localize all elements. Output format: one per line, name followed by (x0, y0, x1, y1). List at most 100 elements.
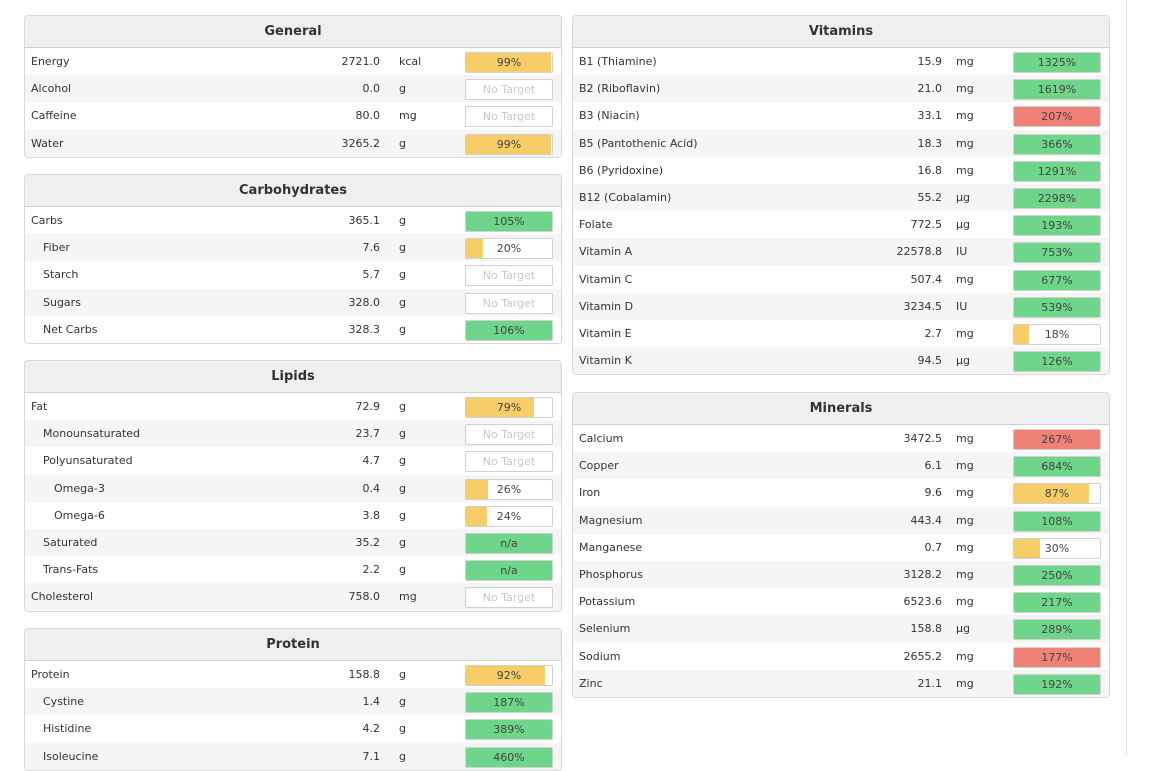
progress-fill (1014, 457, 1100, 477)
target-progress-bar: 2298% (1013, 187, 1101, 209)
nutrient-amount: 21.1 (917, 676, 943, 690)
nutrient-row-sugars[interactable]: Sugars 328.0 g No Target (25, 288, 561, 316)
progress-label: 753% (1041, 246, 1073, 260)
nutrient-row-isoleucine[interactable]: Isoleucine 7.1 g 460% (25, 742, 561, 770)
progress-label: n/a (500, 536, 518, 550)
nutrient-row-polyunsaturated[interactable]: Polyunsaturated 4.7 g No Target (25, 447, 561, 474)
nutrient-row-net-carbs[interactable]: Net Carbs 328.3 g 106% (25, 316, 561, 343)
nutrient-row-cholesterol[interactable]: Cholesterol 758.0 mg No Target (25, 583, 561, 611)
nutrient-row-b12-cobalamin[interactable]: B12 (Cobalamin) 55.2 µg 2298% (573, 183, 1109, 212)
nutrient-row-magnesium[interactable]: Magnesium 443.4 mg 108% (573, 506, 1109, 534)
nutrient-row-phosphorus[interactable]: Phosphorus 3128.2 mg 250% (573, 560, 1109, 589)
progress-label: 79% (496, 401, 522, 414)
progress-fill (466, 561, 552, 581)
nutrient-row-b2-riboflavin[interactable]: B2 (Riboflavin) 21.0 mg 1619% (573, 75, 1109, 103)
nutrient-amount: 55.2 (917, 190, 943, 204)
nutrient-unit: mg (956, 326, 974, 340)
nutrient-unit: g (399, 214, 406, 227)
target-progress-bar: 289% (1013, 619, 1101, 641)
target-progress-bar: 99% (465, 133, 553, 155)
progress-label: 108% (1041, 514, 1073, 528)
nutrient-amount: 7.6 (362, 241, 381, 255)
nutrient-row-caffeine[interactable]: Caffeine 80.0 mg No Target (25, 102, 561, 129)
nutrient-name: Monounsaturated (43, 427, 140, 441)
nutrient-row-potassium[interactable]: Potassium 6523.6 mg 217% (573, 588, 1109, 615)
nutrient-row-saturated[interactable]: Saturated 35.2 g n/a (25, 528, 561, 557)
progress-label: 99% (496, 56, 522, 69)
nutrient-amount: 3234.5 (903, 299, 943, 313)
nutrient-row-iron[interactable]: Iron 9.6 mg 87% (573, 479, 1109, 506)
nutrient-amount: 94.5 (917, 354, 943, 368)
nutrient-row-calcium[interactable]: Calcium 3472.5 mg 267% (573, 425, 1109, 452)
progress-label: 684% (1041, 460, 1073, 474)
nutrient-amount: 365.1 (348, 214, 381, 227)
nutrient-row-manganese[interactable]: Manganese 0.7 mg 30% (573, 534, 1109, 561)
nutrient-unit: mg (956, 109, 974, 123)
progress-fill (1014, 647, 1100, 667)
progress-label: 92% (496, 669, 522, 682)
target-progress-bar: 126% (1013, 351, 1101, 373)
target-progress-bar: No Target (465, 265, 553, 287)
target-progress-bar: 177% (1013, 646, 1101, 668)
target-progress-bar: 18% (1013, 323, 1101, 345)
target-progress-bar: 92% (465, 665, 553, 686)
nutrient-row-vitamin-k[interactable]: Vitamin K 94.5 µg 126% (573, 347, 1109, 375)
nutrient-amount: 507.4 (910, 272, 943, 286)
progress-label: 1291% (1037, 164, 1077, 178)
nutrient-amount: 0.4 (362, 481, 381, 495)
nutrient-row-histidine[interactable]: Histidine 4.2 g 389% (25, 715, 561, 742)
nutrient-row-omega-3[interactable]: Omega-3 0.4 g 26% (25, 474, 561, 502)
nutrient-row-selenium[interactable]: Selenium 158.8 µg 289% (573, 615, 1109, 643)
nutrient-amount: 0.0 (362, 82, 381, 96)
progress-label: 217% (1041, 596, 1073, 610)
progress-label: 105% (493, 215, 525, 228)
target-progress-bar: 108% (1013, 510, 1101, 532)
nutrient-row-cystine[interactable]: Cystine 1.4 g 187% (25, 688, 561, 716)
nutrient-amount: 2721.0 (341, 55, 381, 68)
nutrient-row-fat[interactable]: Fat 72.9 g 79% (25, 393, 561, 420)
progress-label: 126% (1041, 355, 1073, 369)
nutrient-row-vitamin-a[interactable]: Vitamin A 22578.8 IU 753% (573, 238, 1109, 266)
nutrient-name: Omega-3 (54, 481, 105, 495)
nutrient-amount: 772.5 (910, 218, 943, 232)
nutrient-row-water[interactable]: Water 3265.2 g 99% (25, 129, 561, 157)
nutrient-amount: 35.2 (355, 535, 381, 549)
nutrient-row-alcohol[interactable]: Alcohol 0.0 g No Target (25, 75, 561, 103)
progress-fill (1014, 297, 1100, 317)
progress-fill (466, 533, 552, 553)
nutrient-row-zinc[interactable]: Zinc 21.1 mg 192% (573, 669, 1109, 697)
nutrient-row-copper[interactable]: Copper 6.1 mg 684% (573, 452, 1109, 480)
nutrient-row-omega-6[interactable]: Omega-6 3.8 g 24% (25, 502, 561, 529)
nutrient-row-carbs[interactable]: Carbs 365.1 g 105% (25, 207, 561, 234)
nutrient-row-energy[interactable]: Energy 2721.0 kcal 99% (25, 48, 561, 75)
nutrient-amount: 7.1 (362, 749, 381, 763)
progress-label: 193% (1041, 219, 1073, 233)
nutrient-amount: 22578.8 (896, 245, 943, 259)
nutrient-unit: mg (956, 595, 974, 609)
progress-label: 1325% (1037, 56, 1077, 69)
nutrient-row-b6-pyridoxine[interactable]: B6 (Pyridoxine) 16.8 mg 1291% (573, 157, 1109, 184)
nutrient-row-b5-pantothenic-acid[interactable]: B5 (Pantothenic Acid) 18.3 mg 366% (573, 129, 1109, 157)
nutrient-row-folate[interactable]: Folate 772.5 µg 193% (573, 211, 1109, 238)
progress-fill (466, 479, 489, 499)
nutrient-row-trans-fats[interactable]: Trans-Fats 2.2 g n/a (25, 556, 561, 583)
nutrient-row-vitamin-c[interactable]: Vitamin C 507.4 mg 677% (573, 266, 1109, 293)
nutrient-row-fiber[interactable]: Fiber 7.6 g 20% (25, 234, 561, 262)
nutrient-name: Folate (579, 218, 613, 232)
nutrient-unit: g (399, 400, 406, 413)
nutrient-row-monounsaturated[interactable]: Monounsaturated 23.7 g No Target (25, 420, 561, 448)
nutrient-row-starch[interactable]: Starch 5.7 g No Target (25, 261, 561, 288)
nutrient-unit: IU (956, 245, 968, 259)
nutrient-row-sodium[interactable]: Sodium 2655.2 mg 177% (573, 643, 1109, 670)
nutrient-row-protein[interactable]: Protein 158.8 g 92% (25, 661, 561, 688)
nutrient-name: Starch (43, 268, 79, 282)
nutrient-unit: kcal (399, 55, 422, 68)
nutrient-row-b1-thiamine[interactable]: B1 (Thiamine) 15.9 mg 1325% (573, 48, 1109, 75)
nutrient-row-vitamin-d[interactable]: Vitamin D 3234.5 IU 539% (573, 292, 1109, 320)
nutrient-amount: 23.7 (355, 427, 381, 441)
target-progress-bar: n/a (465, 532, 553, 554)
nutrient-row-vitamin-e[interactable]: Vitamin E 2.7 mg 18% (573, 320, 1109, 347)
nutrient-row-b3-niacin[interactable]: B3 (Niacin) 33.1 mg 207% (573, 102, 1109, 129)
nutrient-name: Vitamin D (579, 299, 634, 313)
nutrient-name: Fat (31, 400, 48, 413)
